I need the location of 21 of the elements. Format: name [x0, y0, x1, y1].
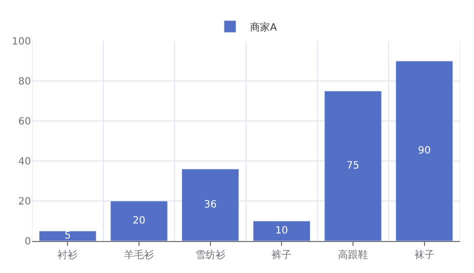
y-tick-label: 40 [18, 156, 31, 168]
data-label: 75 [346, 160, 360, 172]
y-tick-label: 0 [24, 236, 31, 248]
data-label: 90 [418, 146, 431, 156]
bar [38, 230, 96, 241]
x-tick-label: 衬衫 [58, 249, 78, 261]
y-tick-label: 20 [18, 196, 31, 208]
x-tick-label: 高跟鞋 [338, 249, 368, 261]
y-tick-label: 60 [18, 116, 31, 128]
data-label: 36 [204, 200, 217, 210]
data-label: 10 [275, 226, 288, 236]
legend-label: 商家A [250, 21, 277, 34]
bar [252, 220, 310, 241]
x-tick-label: 雪纺衫 [195, 249, 226, 261]
x-tick-label: 袜子 [414, 249, 434, 261]
data-label: 5 [64, 230, 71, 242]
y-tick-label: 100 [12, 36, 31, 48]
data-label: 20 [132, 216, 146, 226]
x-tick-label: 裤子 [272, 249, 292, 261]
y-tick-label: 80 [18, 76, 31, 88]
x-tick-label: 羊毛衫 [124, 249, 154, 261]
